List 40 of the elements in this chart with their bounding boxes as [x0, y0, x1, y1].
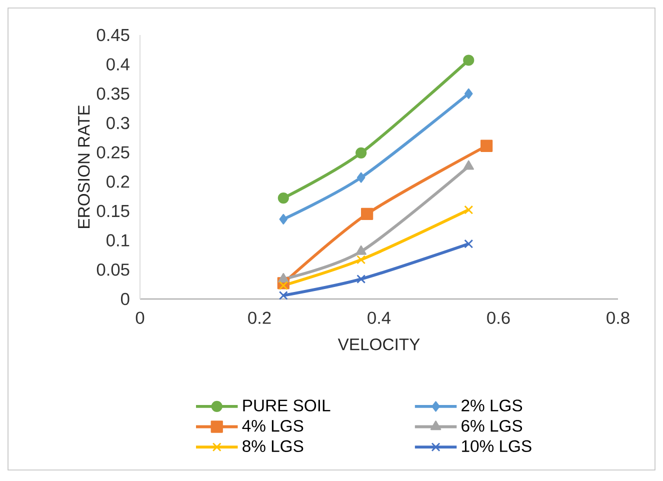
legend-label: PURE SOIL: [243, 400, 330, 412]
y-tick-label: 0.05: [96, 264, 130, 276]
point: [464, 239, 474, 248]
point: [279, 214, 288, 224]
point: [356, 255, 366, 264]
point: [463, 54, 474, 66]
point: [278, 280, 288, 290]
point: [278, 272, 289, 282]
point: [356, 147, 367, 158]
y-tick-label: 0.15: [96, 204, 130, 218]
point: [278, 192, 289, 204]
y-tick-label: 0.4: [106, 58, 130, 70]
point: [356, 172, 366, 183]
x-tick-label: 0.8: [606, 312, 630, 324]
legend-label: 10% LGS: [462, 440, 532, 452]
legend-label: 8% LGS: [242, 440, 304, 452]
y-tick-label: 0.25: [96, 146, 130, 158]
legend-label: 4% LGS: [242, 420, 304, 432]
y-tick-label: 0.35: [96, 88, 130, 100]
point: [360, 208, 374, 220]
y-tick-label: 0.1: [106, 234, 130, 246]
point: [464, 88, 473, 99]
point: [463, 160, 474, 170]
x-tick-label: 0.6: [487, 312, 510, 324]
y-tick-label: 0.2: [106, 176, 130, 188]
point: [356, 245, 366, 255]
y-tick-label: 0: [120, 292, 130, 306]
y-axis-title: EROSION RATE: [78, 105, 90, 228]
point: [356, 274, 366, 284]
legend-label: 6% LGS: [462, 420, 522, 432]
point: [480, 140, 493, 152]
y-tick-label: 0.45: [96, 28, 130, 42]
x-tick-label: 0.4: [368, 312, 391, 324]
x-tick-label: 0: [136, 312, 144, 324]
y-tick-label: 0.3: [106, 116, 130, 130]
legend-label: 2% LGS: [462, 400, 522, 412]
x-axis-title: VELOCITY: [338, 338, 420, 350]
point: [464, 205, 474, 214]
x-tick-label: 0.2: [248, 312, 271, 324]
point: [278, 290, 288, 300]
